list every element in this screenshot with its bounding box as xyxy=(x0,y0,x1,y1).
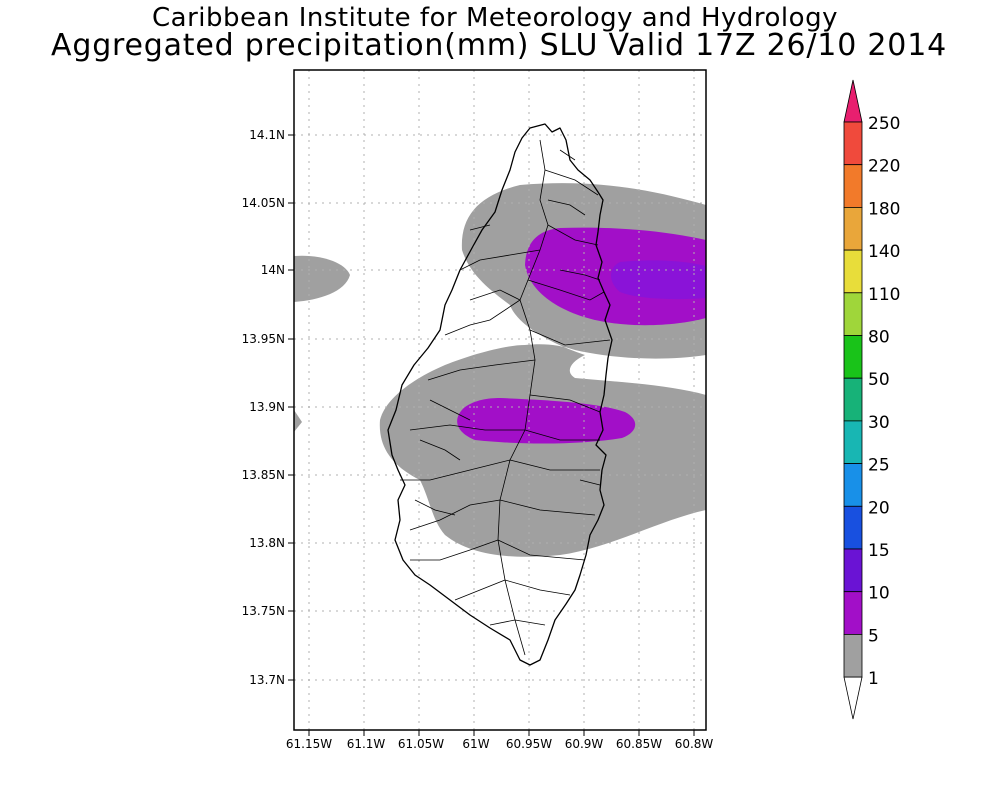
lat-label: 14.05N xyxy=(242,196,285,210)
legend-label: 25 xyxy=(868,456,890,476)
legend-color-box xyxy=(843,548,863,593)
precip-gray-edge xyxy=(294,410,302,432)
lon-label: 61.1W xyxy=(347,737,386,751)
legend-label: 5 xyxy=(868,626,879,646)
legend-bottom-triangle xyxy=(843,676,863,720)
legend-color-box xyxy=(843,591,863,635)
lat-label: 13.75N xyxy=(242,604,285,618)
plot-frame xyxy=(293,69,707,731)
legend-label: 1 xyxy=(868,669,879,689)
legend-color-box xyxy=(843,164,863,208)
legend-label: 30 xyxy=(868,413,890,433)
lon-label: 61.05W xyxy=(398,737,444,751)
legend-color-box xyxy=(843,292,863,336)
legend-color-box xyxy=(843,206,863,251)
lat-label: 13.7N xyxy=(249,673,285,687)
lat-label: 13.9N xyxy=(249,400,285,414)
axis-ticks xyxy=(288,134,695,736)
legend-color-box xyxy=(843,634,863,678)
legend-label: 180 xyxy=(868,199,900,219)
legend-color-box xyxy=(843,377,863,422)
lon-label: 60.95W xyxy=(506,737,552,751)
lon-label: 60.85W xyxy=(616,737,662,751)
lon-label: 61W xyxy=(462,737,489,751)
precip-purple-core xyxy=(611,260,706,300)
precip-purple-south xyxy=(457,398,636,444)
legend-color-box xyxy=(843,463,863,507)
legend-label: 50 xyxy=(868,370,890,390)
legend-label: 10 xyxy=(868,584,890,604)
legend-color-box xyxy=(843,121,863,166)
precip-gray-west xyxy=(294,255,350,302)
title-institute: Caribbean Institute for Meteorology and … xyxy=(152,3,838,33)
legend-color-box xyxy=(843,249,863,294)
lon-label: 61.15W xyxy=(286,737,332,751)
legend-label: 220 xyxy=(868,157,900,177)
island-outline xyxy=(387,123,613,666)
legend-top-triangle xyxy=(843,79,863,123)
legend-label: 110 xyxy=(868,285,900,305)
lon-label: 60.8W xyxy=(675,737,714,751)
lat-label: 13.85N xyxy=(242,468,285,482)
lat-label: 13.8N xyxy=(249,536,285,550)
legend-label: 250 xyxy=(868,114,900,134)
watershed-lines xyxy=(400,139,611,656)
latitude-labels: 14.1N 14.05N 14N 13.95N 13.9N 13.85N 13.… xyxy=(242,128,285,687)
legend-label: 20 xyxy=(868,498,890,518)
lat-label: 14.1N xyxy=(249,128,285,142)
title-map: Aggregated precipitation(mm) SLU Valid 1… xyxy=(51,28,947,63)
precip-shading xyxy=(294,183,706,557)
lon-label: 60.9W xyxy=(565,737,604,751)
legend-label: 15 xyxy=(868,541,890,561)
lat-label: 13.95N xyxy=(242,332,285,346)
color-legend: 250 220 180 140 110 80 50 30 25 20 15 10 5 1 xyxy=(843,79,900,720)
lat-label: 14N xyxy=(261,263,285,277)
legend-color-box xyxy=(843,420,863,464)
legend-label: 80 xyxy=(868,328,890,348)
legend-label: 140 xyxy=(868,242,900,262)
longitude-labels: 61.15W 61.1W 61.05W 61W 60.95W 60.9W 60.… xyxy=(286,737,714,751)
legend-color-box xyxy=(843,335,863,379)
legend-color-box xyxy=(843,505,863,550)
